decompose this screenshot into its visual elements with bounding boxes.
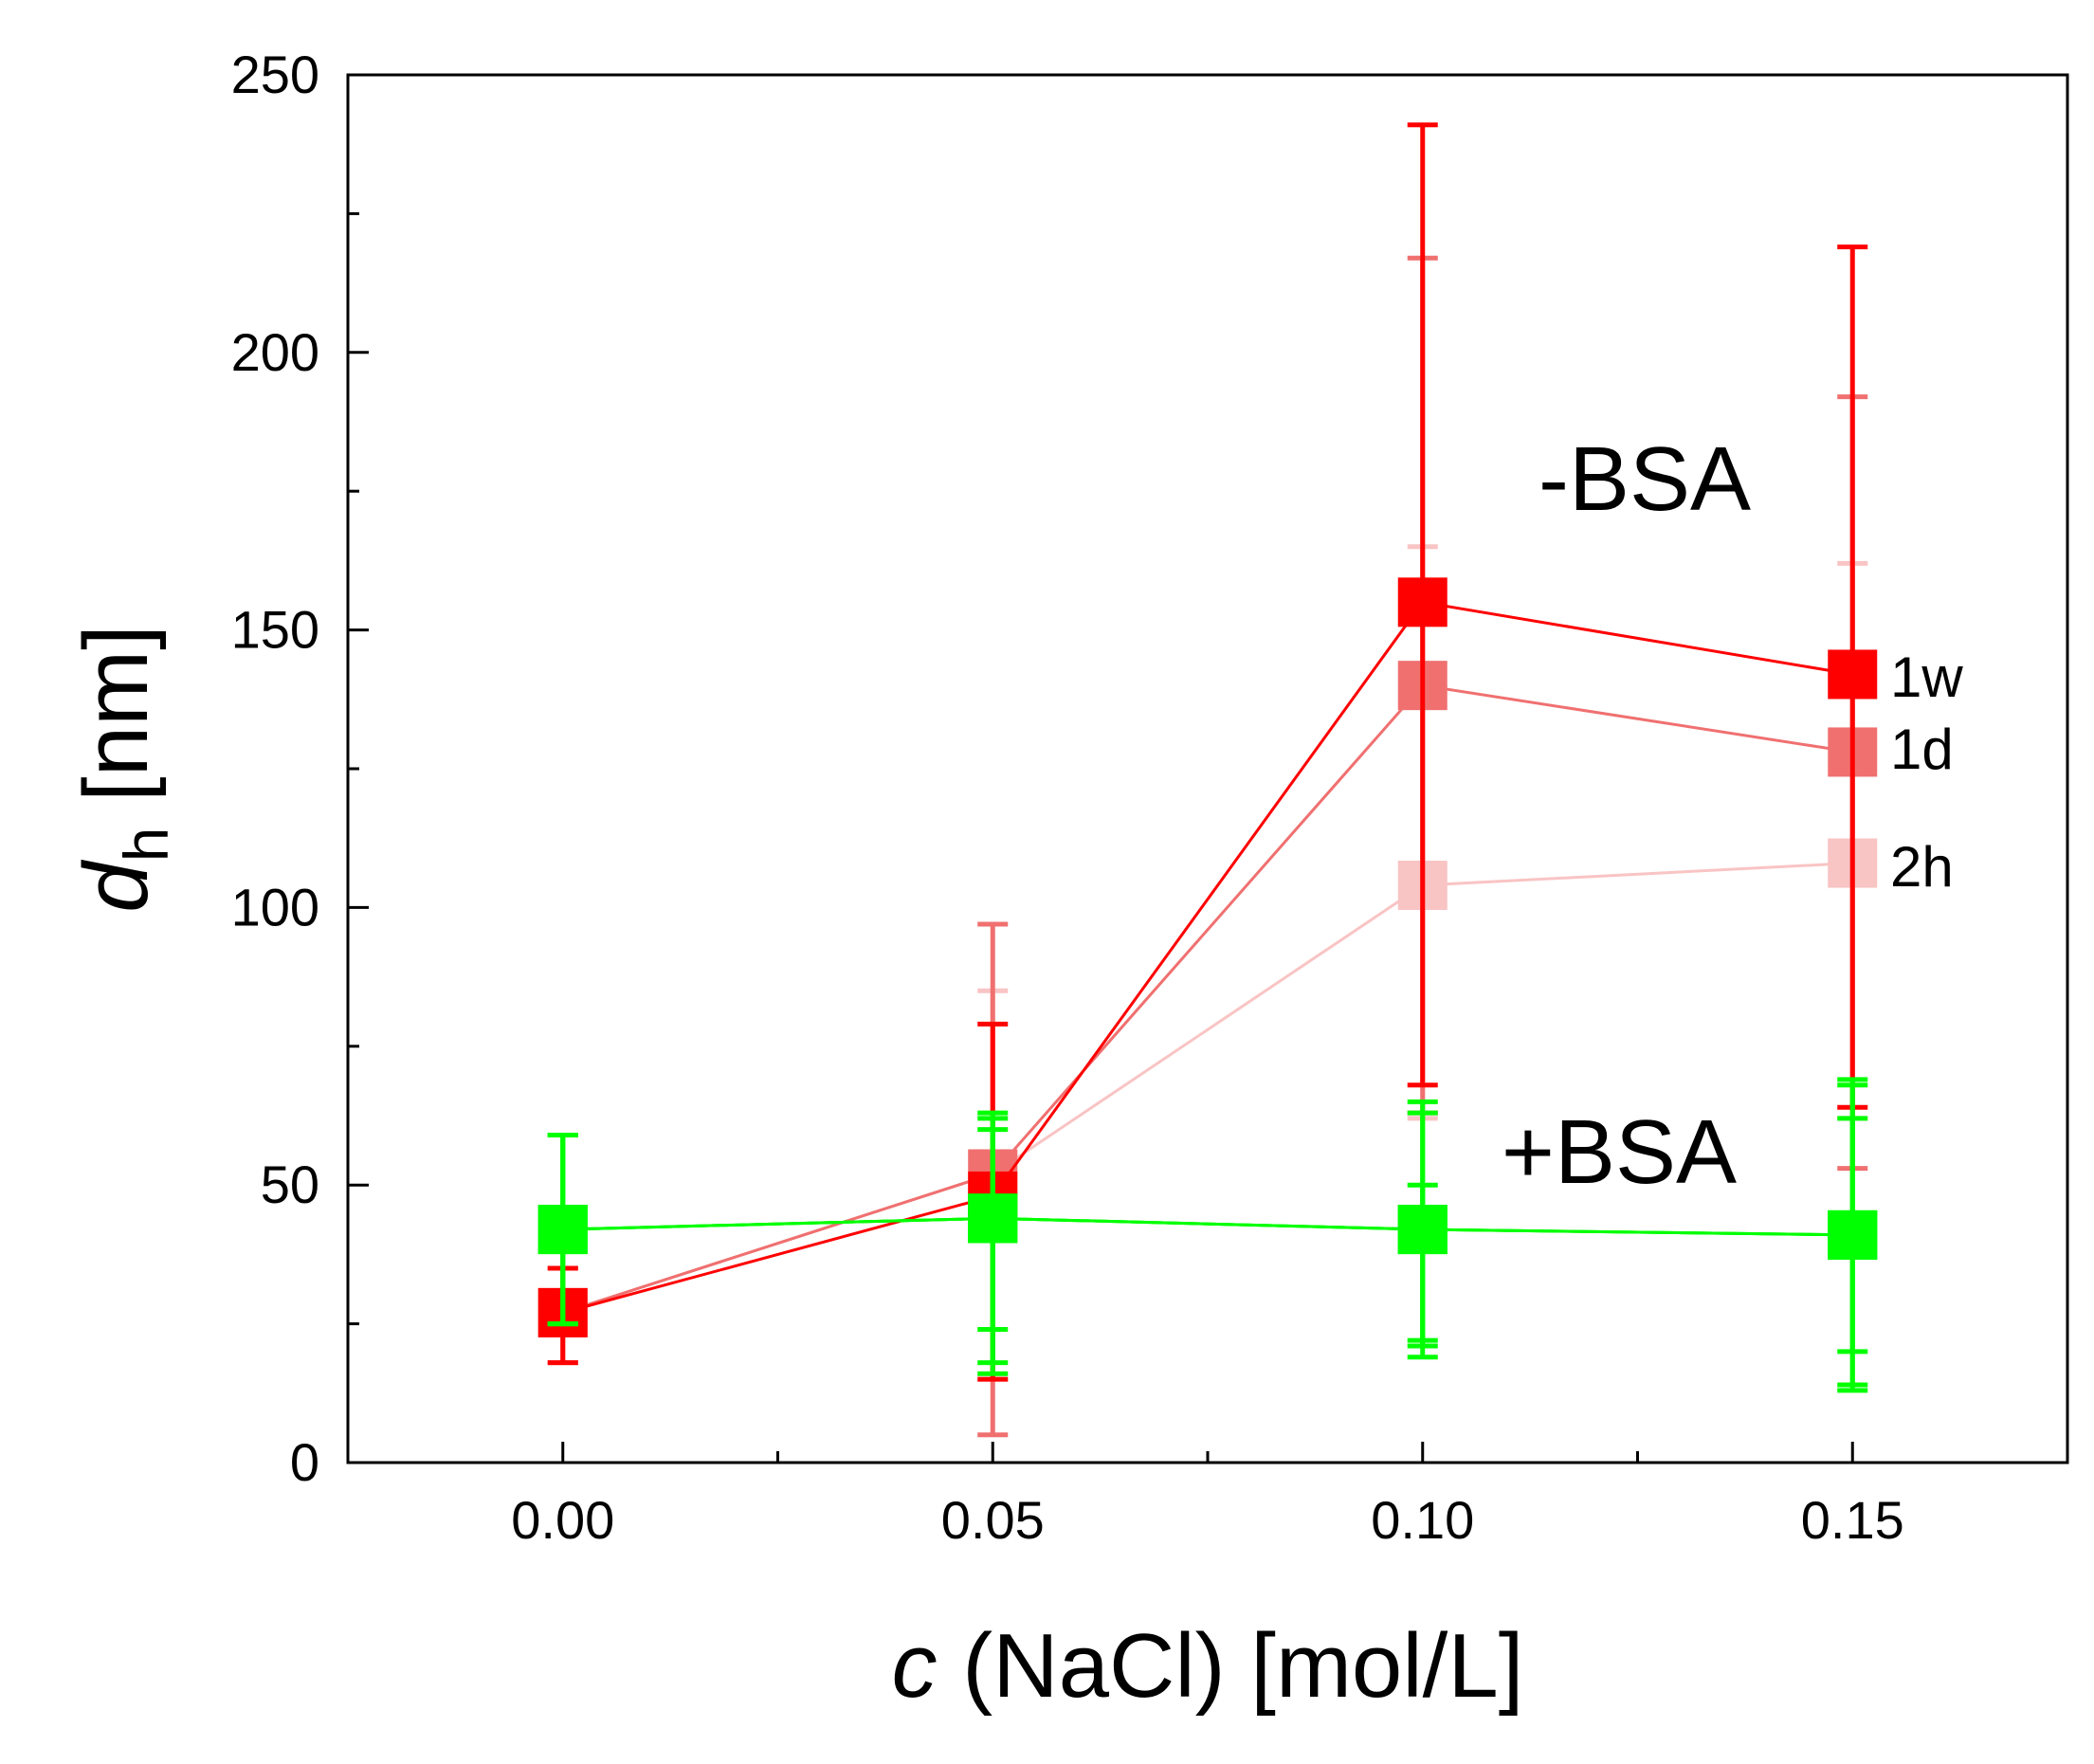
x-axis: 0.00 0.05 0.10 0.15	[511, 1442, 1904, 1550]
data-point	[1397, 577, 1448, 627]
y-axis-title: dh [nm]	[65, 625, 181, 912]
x-tick-label: 0.00	[511, 1490, 614, 1550]
x-axis-title-italic: c	[892, 1615, 938, 1717]
data-point	[537, 1205, 588, 1255]
legend-label-2h: 2h	[1890, 835, 1954, 899]
data-point	[1397, 1205, 1448, 1255]
series-line	[562, 1216, 1853, 1237]
series--bsa-1w	[537, 1082, 1878, 1393]
annotation-minus-bsa: -BSA	[1539, 428, 1751, 530]
series-line	[562, 600, 1853, 1315]
annotation-plus-bsa: +BSA	[1502, 1101, 1737, 1203]
x-axis-title: c (NaCl) [mol/L]	[892, 1615, 1524, 1717]
x-tick-label: 0.15	[1801, 1490, 1904, 1550]
data-point	[1828, 649, 1878, 700]
y-tick-label: 100	[231, 877, 319, 937]
legend-label-1d: 1d	[1890, 718, 1954, 781]
y-tick-label: 200	[231, 322, 319, 382]
y-axis-title-sub: h	[111, 827, 181, 863]
y-tick-label: 0	[290, 1432, 319, 1492]
x-axis-title-rest: (NaCl) [mol/L]	[938, 1615, 1524, 1717]
y-tick-label: 150	[231, 600, 319, 660]
y-axis-title-rest: [nm]	[65, 625, 167, 827]
plot-frame	[346, 73, 2069, 1464]
x-tick-label: 0.05	[941, 1490, 1045, 1550]
data-point	[968, 1193, 1018, 1244]
plot-area	[537, 122, 1878, 1438]
y-tick-label: 250	[231, 45, 319, 104]
series-1w	[537, 122, 1878, 1382]
y-axis-title-italic: d	[65, 860, 167, 913]
legend-label-1w: 1w	[1890, 646, 1963, 709]
x-tick-label: 0.10	[1371, 1490, 1474, 1550]
y-tick-label: 50	[261, 1155, 319, 1214]
data-point	[1828, 1209, 1878, 1260]
series-line	[562, 683, 1853, 1315]
